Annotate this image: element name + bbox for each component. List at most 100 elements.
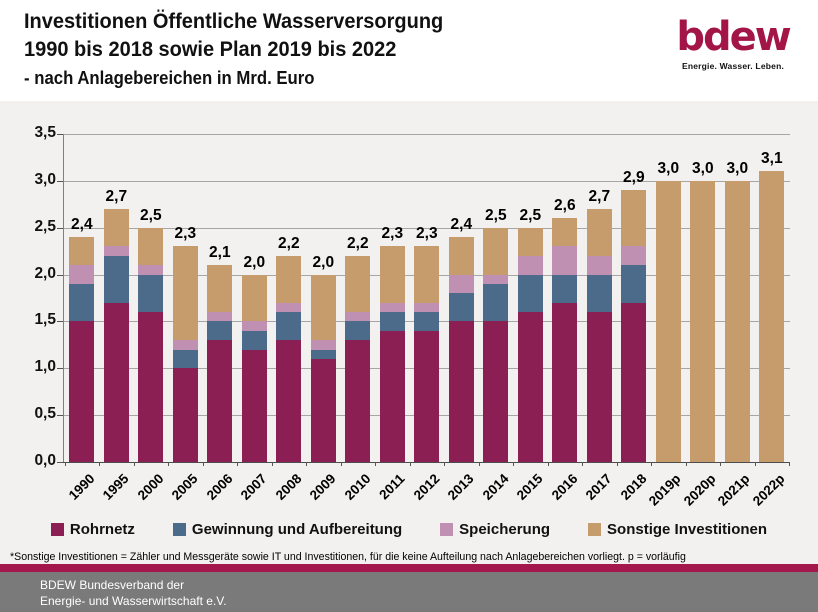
x-tick	[789, 462, 791, 466]
total-label-2015: 2,5	[519, 206, 542, 224]
bar-2013-gewinnung-und-aufbereitung	[448, 293, 474, 322]
total-label-2019p: 3,0	[657, 159, 680, 177]
bar-1990-speicherung	[69, 265, 95, 284]
x-axis-label-2012: 2012	[410, 471, 443, 503]
legend-item-sonstige-investitionen: Sonstige Investitionen	[588, 521, 767, 538]
y-tick	[57, 274, 63, 276]
legend-item-rohrnetz: Rohrnetz	[50, 521, 135, 538]
bar-2020p-sonstige-investitionen	[690, 180, 716, 462]
total-label-2014: 2,5	[485, 206, 507, 224]
bar-2011-rohrnetz	[379, 330, 405, 462]
y-tick	[57, 462, 63, 463]
x-axis-label-2006: 2006	[203, 471, 236, 503]
total-label-1990: 2,4	[71, 216, 93, 234]
bar-2012-speicherung	[414, 302, 440, 313]
bar-2000-rohrnetz	[138, 312, 164, 462]
chart: 0,0 0,5 1,0 1,5 2,0 2,5 3,0 3,5 2,4 1990 2,7 1995 2,…	[0, 101, 818, 564]
y-axis-label: 3,0	[34, 170, 56, 188]
legend-label-speicherung: Speicherung	[459, 521, 551, 538]
bar-2012-gewinnung-und-aufbereitung	[414, 312, 440, 331]
bar-2009-speicherung	[310, 340, 336, 350]
total-label-1995: 2,7	[105, 187, 128, 205]
bdew-logo-text: bdew	[676, 14, 791, 60]
x-tick	[271, 462, 273, 466]
bar-2011-gewinnung-und-aufbereitung	[379, 312, 405, 331]
bar-2009-gewinnung-und-aufbereitung	[310, 349, 336, 359]
page-title-line1: Investitionen Öffentliche Wasserversorgu…	[24, 9, 444, 33]
bar-2016-rohrnetz	[552, 302, 578, 462]
x-tick	[409, 462, 411, 466]
bar-2016-gewinnung-und-aufbereitung	[552, 274, 578, 303]
bar-2015-sonstige-investitionen	[517, 227, 543, 256]
bar-1995-rohrnetz	[103, 302, 129, 462]
bar-2018-gewinnung-und-aufbereitung	[621, 265, 647, 303]
bar-2014-speicherung	[483, 274, 509, 284]
bar-2021p-sonstige-investitionen	[724, 180, 750, 462]
x-axis-label-2020p: 2020p	[680, 471, 719, 509]
total-label-2018: 2,9	[623, 169, 645, 187]
y-tick	[57, 321, 63, 323]
total-label-2022p: 3,1	[761, 150, 783, 168]
bar-2000-sonstige-investitionen	[138, 227, 164, 266]
bar-2011-speicherung	[379, 302, 405, 313]
bar-2008-speicherung	[276, 302, 302, 313]
total-label-2007: 2,0	[243, 253, 266, 271]
legend-swatch-gewinnung-und-aufbereitung	[172, 523, 186, 536]
legend: Rohrnetz Gewinnung und Aufbereitung Speich…	[0, 521, 818, 538]
bar-2015-rohrnetz	[517, 312, 543, 462]
x-axis-label-2013: 2013	[445, 471, 477, 503]
x-axis-label-2000: 2000	[134, 471, 167, 503]
bar-2017-rohrnetz	[586, 312, 612, 462]
x-axis-label-1995: 1995	[100, 471, 132, 503]
total-label-2010: 2,2	[347, 234, 369, 252]
total-label-2012: 2,3	[416, 225, 438, 243]
bar-2012-sonstige-investitionen	[414, 246, 440, 303]
page-title-line3: - nach Anlagebereichen in Mrd. Euro	[24, 68, 315, 88]
x-tick	[64, 462, 66, 466]
bar-2019p-sonstige-investitionen	[655, 180, 681, 462]
total-label-2021p: 3,0	[726, 159, 749, 177]
gridline	[63, 227, 790, 229]
y-axis-line	[63, 134, 64, 462]
y-tick	[57, 180, 63, 182]
bar-2007-sonstige-investitionen	[241, 274, 267, 322]
bar-2011-sonstige-investitionen	[379, 246, 405, 303]
bar-2013-speicherung	[448, 274, 474, 294]
y-axis-label: 1,0	[34, 358, 56, 376]
y-axis-label: 0,0	[34, 452, 56, 469]
x-axis-label-2008: 2008	[272, 471, 305, 503]
bar-2015-speicherung	[517, 255, 543, 275]
y-tick	[57, 368, 63, 370]
legend-label-sonstige-investitionen: Sonstige Investitionen	[607, 521, 768, 538]
x-axis-label-2007: 2007	[238, 471, 270, 503]
bar-2013-sonstige-investitionen	[448, 237, 474, 275]
x-axis-line	[63, 462, 790, 463]
bar-2006-rohrnetz	[207, 340, 233, 462]
bar-2014-sonstige-investitionen	[483, 227, 509, 275]
y-axis-label: 0,5	[34, 405, 56, 423]
bar-2010-speicherung	[345, 312, 371, 322]
bar-2012-rohrnetz	[414, 330, 440, 462]
footer-line2: Energie- und Wasserwirtschaft e.V.	[40, 594, 227, 608]
x-axis-label-2010: 2010	[341, 471, 374, 503]
x-tick	[444, 462, 446, 466]
bar-1990-rohrnetz	[69, 321, 95, 462]
x-axis-label-1990: 1990	[65, 471, 98, 503]
y-tick	[57, 227, 63, 229]
gridline	[63, 134, 790, 135]
x-tick	[478, 462, 480, 466]
x-tick	[547, 462, 549, 466]
x-tick	[651, 462, 653, 466]
x-tick	[685, 462, 687, 466]
legend-swatch-sonstige-investitionen	[588, 523, 602, 536]
bar-2013-rohrnetz	[448, 321, 474, 462]
bar-2018-rohrnetz	[621, 302, 647, 462]
bar-2005-rohrnetz	[172, 368, 198, 462]
bar-2000-gewinnung-und-aufbereitung	[138, 274, 164, 313]
bar-2005-speicherung	[172, 340, 198, 350]
x-tick	[237, 462, 239, 466]
footnote: *Sonstige Investitionen = Zähler und Mes…	[10, 551, 686, 563]
bar-2008-gewinnung-und-aufbereitung	[276, 312, 302, 341]
x-tick	[202, 462, 204, 466]
x-tick	[513, 462, 515, 466]
